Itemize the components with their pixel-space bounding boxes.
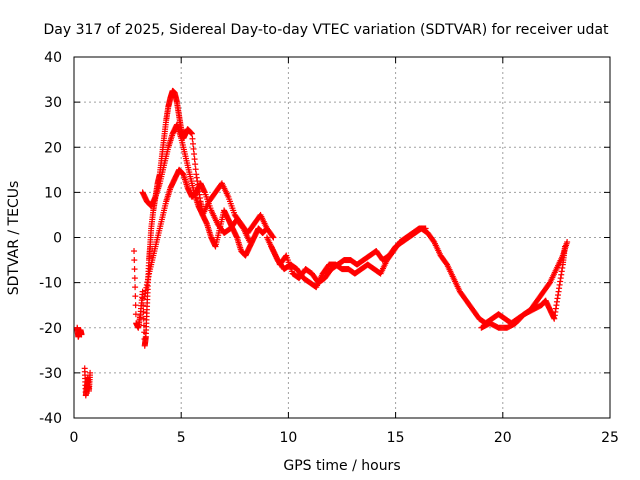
y-tick-label: -20 <box>39 321 62 337</box>
y-tick-label: 30 <box>44 95 62 111</box>
data-point <box>561 243 568 250</box>
data-point <box>140 302 147 309</box>
data-point <box>140 308 147 315</box>
tick-labels: 0 5 10 15 20 25 -40 -30 -20 -10 0 10 20 30 40 <box>39 50 619 446</box>
y-tick-label: 20 <box>44 140 62 156</box>
data-point <box>189 140 196 147</box>
data-point <box>131 275 138 282</box>
x-tick-label: 15 <box>387 430 405 446</box>
data-point <box>564 239 571 246</box>
data-point <box>188 130 195 137</box>
data-point <box>269 233 276 240</box>
y-tick-label: -40 <box>39 411 62 427</box>
data-point <box>190 145 197 152</box>
data-point <box>270 234 277 241</box>
data-point <box>87 369 94 376</box>
plot-frame <box>73 56 611 419</box>
data-point <box>132 293 139 300</box>
data-point <box>78 331 85 338</box>
y-tick-label: 10 <box>44 185 62 201</box>
data-point <box>192 161 199 168</box>
data-point <box>132 302 139 309</box>
data-point <box>131 266 138 273</box>
x-tick-label: 5 <box>177 430 186 446</box>
data-point <box>132 284 139 291</box>
y-tick-label: 40 <box>44 50 62 66</box>
x-tick-label: 25 <box>601 430 619 446</box>
data-point <box>246 239 253 246</box>
y-tick-label: -10 <box>39 276 62 292</box>
y-tick-label: 0 <box>53 231 62 247</box>
chart-title: Day 317 of 2025, Sidereal Day-to-day VTE… <box>43 22 609 38</box>
x-tick-label: 0 <box>70 430 79 446</box>
data-point <box>131 257 138 264</box>
x-tick-label: 20 <box>494 430 512 446</box>
data-point <box>191 156 198 163</box>
data-point <box>189 135 196 142</box>
data-point <box>422 225 429 232</box>
y-tick-label: -30 <box>39 366 62 382</box>
data-point <box>192 166 199 173</box>
grid-lines <box>74 57 610 418</box>
data-point <box>131 248 138 255</box>
data-points <box>74 87 571 399</box>
x-tick-label: 10 <box>279 430 297 446</box>
y-axis-label: SDTVAR / TECUs <box>6 181 22 296</box>
x-axis-label: GPS time / hours <box>283 458 400 474</box>
data-point <box>191 151 198 158</box>
